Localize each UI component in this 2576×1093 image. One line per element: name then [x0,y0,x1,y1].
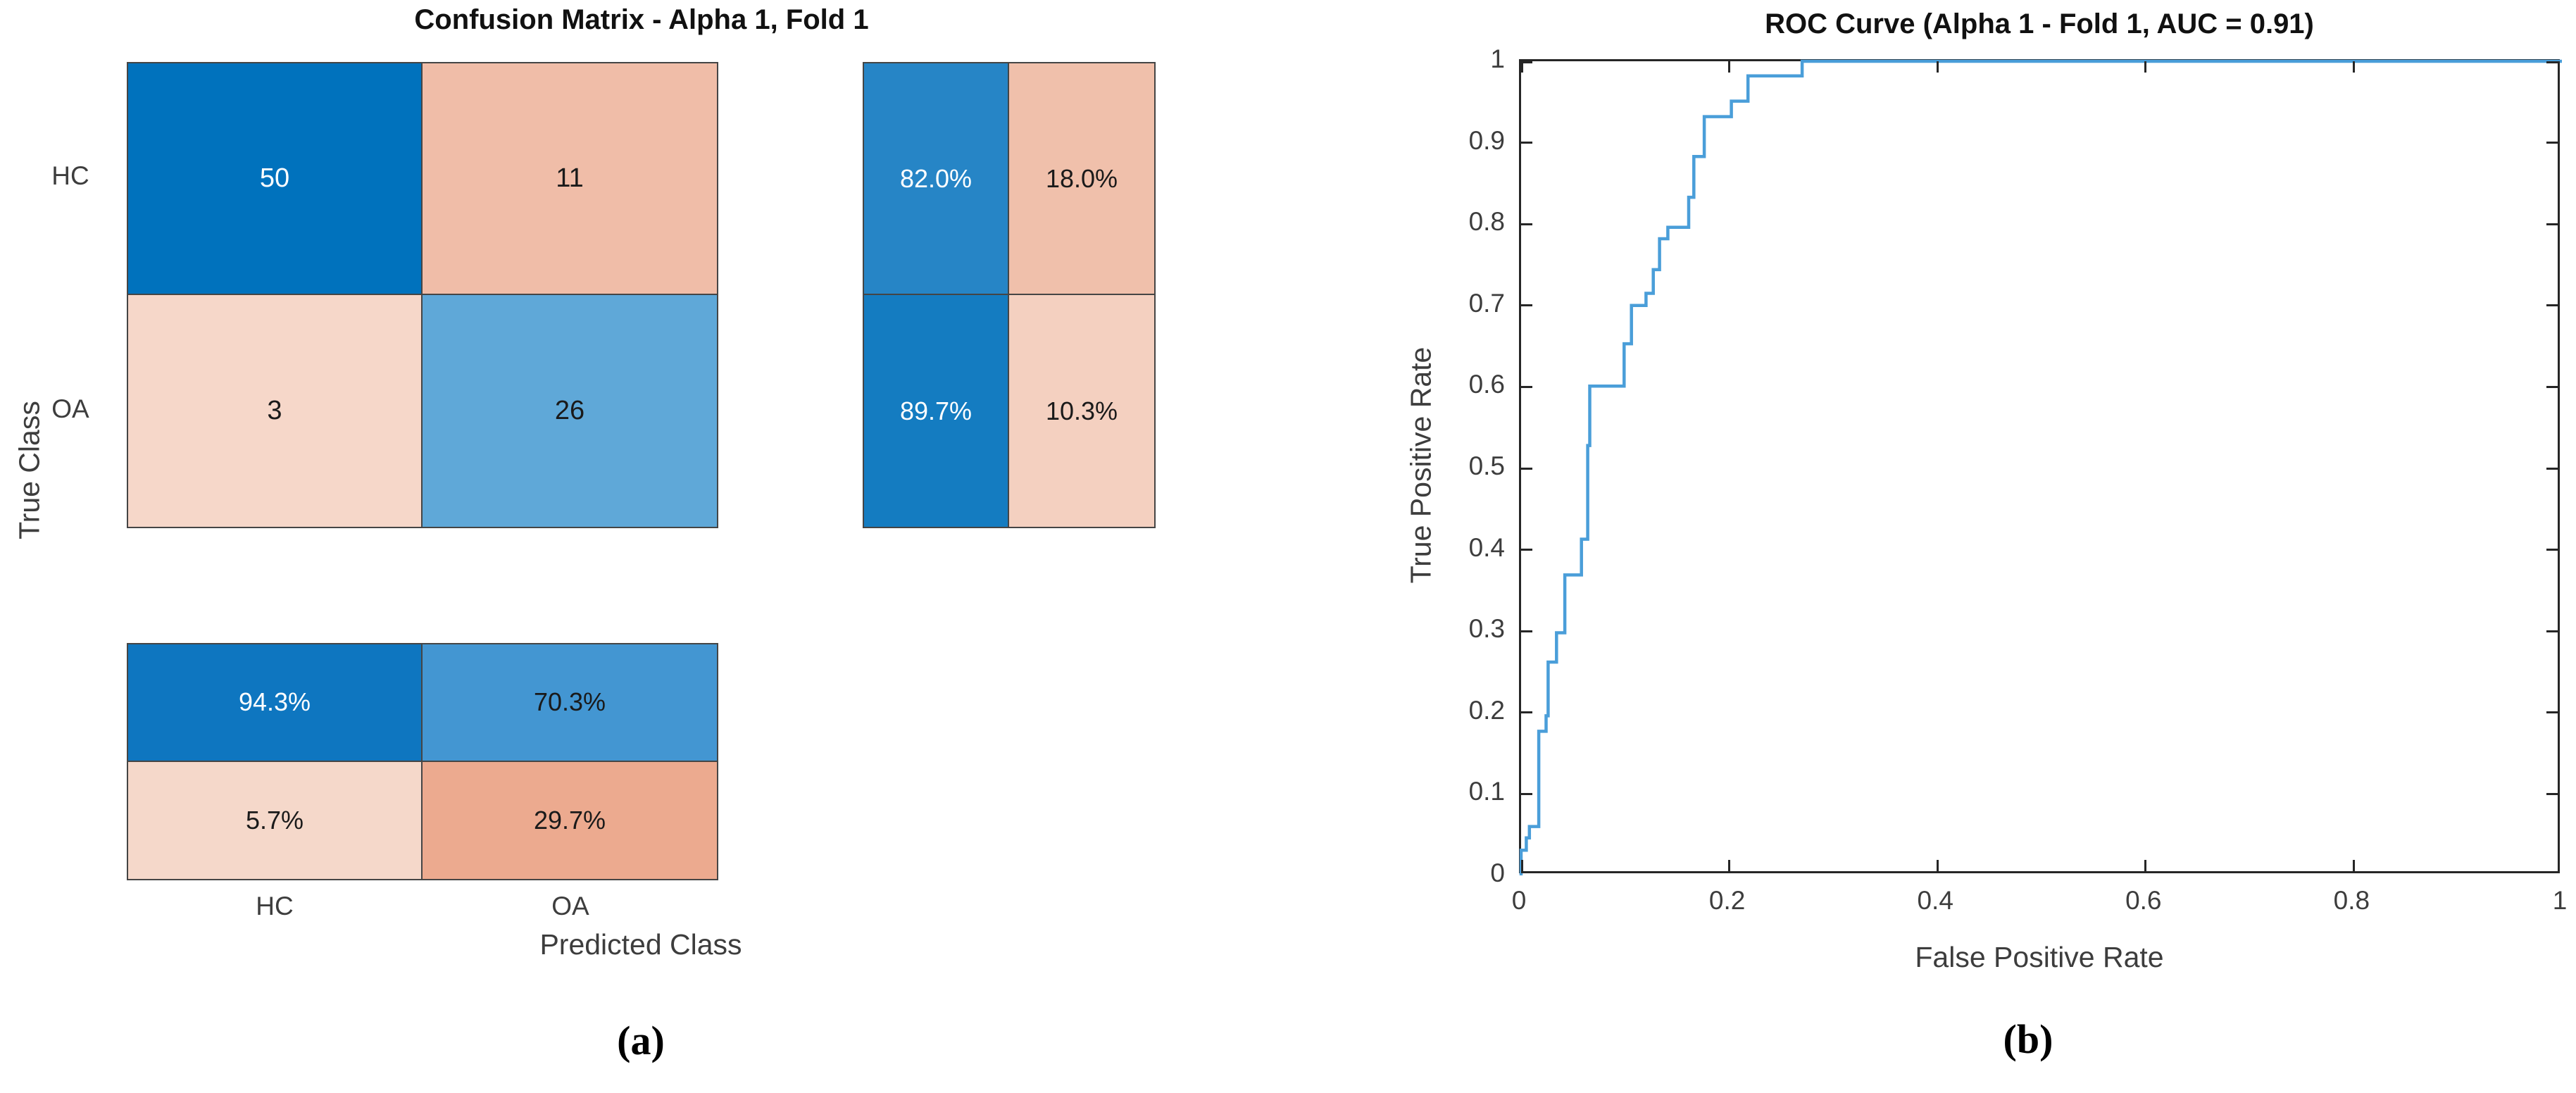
confusion-matrix-row-summary: 82.0% 18.0% 89.7% 10.3% [863,62,1156,528]
cm-cell-r0c0: 50 [128,63,423,295]
roc-y-tickmark [1521,871,1532,873]
roc-plot-area [1519,59,2562,875]
roc-y-tickmark [1521,142,1532,144]
roc-x-tickmark [1728,860,1731,871]
roc-x-tickmark-top [1728,61,1731,73]
roc-y-tick-label-1: 1 [1490,44,1505,73]
roc-y-tick-label-0: 0 [1490,858,1505,887]
roc-y-tickmark-right [2546,142,2558,144]
cm-cell-r0c1: 11 [423,63,717,295]
cm-cell-r1c1: 26 [423,295,717,527]
true-class-tick-oa: OA [51,394,89,423]
roc-y-tickmark-right [2546,792,2558,795]
roc-x-tickmark-top [1936,61,1939,73]
roc-x-tick-label-0.8: 0.8 [2333,886,2370,915]
predicted-class-axis-label: Predicted Class [539,928,742,961]
roc-y-tickmark-right [2546,711,2558,714]
roc-y-tickmark [1521,711,1532,714]
confusion-matrix-title: Confusion Matrix - Alpha 1, Fold 1 [414,4,869,35]
true-class-axis-label: True Class [13,401,46,539]
cm-colsum-r0c0: 94.3% [128,644,423,762]
caption-a: (a) [617,1018,665,1063]
roc-x-tickmark [2352,860,2355,871]
roc-y-tickmark [1521,549,1532,551]
cm-rowsum-r1c1: 10.3% [1009,295,1154,527]
roc-x-tickmark-top [1521,61,1523,73]
roc-y-tickmark [1521,61,1532,63]
cm-rowsum-r0c0: 82.0% [864,63,1009,295]
roc-y-tickmark-right [2546,871,2558,873]
roc-y-tickmark [1521,630,1532,632]
roc-x-tick-label-0.2: 0.2 [1708,886,1746,915]
tpr-axis-label: True Positive Rate [1404,346,1437,584]
roc-y-tickmark [1521,792,1532,795]
cm-rowsum-r0c1: 18.0% [1009,63,1154,295]
confusion-matrix-main: 50 11 3 26 [127,62,718,528]
cm-colsum-r0c1: 70.3% [423,644,717,762]
roc-title: ROC Curve (Alpha 1 - Fold 1, AUC = 0.91) [1765,8,2314,39]
roc-y-tickmark [1521,304,1532,307]
roc-y-tick-label-0.7: 0.7 [1468,288,1505,318]
predicted-class-tick-oa: OA [551,892,589,920]
predicted-class-tick-hc: HC [256,892,294,920]
cm-colsum-r1c0: 5.7% [128,761,423,879]
roc-x-tick-label-0.6: 0.6 [2125,886,2162,915]
roc-y-tickmark-right [2546,549,2558,551]
roc-y-tickmark [1521,385,1532,388]
roc-y-tick-label-0.4: 0.4 [1468,532,1505,562]
roc-y-tickmark-right [2546,630,2558,632]
roc-x-tickmark [1521,860,1523,871]
roc-y-tickmark-right [2546,61,2558,63]
cm-colsum-r1c1: 29.7% [423,761,717,879]
roc-x-tick-label-1: 1 [2552,886,2568,915]
roc-y-tick-label-0.2: 0.2 [1468,695,1505,725]
roc-x-tickmark-top [2352,61,2355,73]
true-class-tick-hc: HC [51,161,89,190]
roc-x-tickmark [2144,860,2147,871]
roc-y-tickmark [1521,223,1532,225]
roc-x-tick-label-0: 0 [1511,886,1527,915]
roc-y-tickmark-right [2546,385,2558,388]
roc-y-tickmark-right [2546,304,2558,307]
roc-y-tick-label-0.5: 0.5 [1468,451,1505,480]
roc-curve [1519,59,2562,875]
roc-y-tick-label-0.9: 0.9 [1468,125,1505,155]
roc-y-tick-label-0.1: 0.1 [1468,777,1505,806]
roc-y-tickmark-right [2546,467,2558,470]
roc-curve-line [1519,59,2562,875]
roc-x-tickmark [2558,860,2560,871]
roc-y-tick-label-0.8: 0.8 [1468,207,1505,237]
roc-y-tick-label-0.3: 0.3 [1468,614,1505,644]
fpr-axis-label: False Positive Rate [1915,941,2164,973]
roc-x-tickmark-top [2144,61,2147,73]
roc-y-tickmark [1521,467,1532,470]
roc-x-tickmark [1936,860,1939,871]
caption-b: (b) [2003,1016,2053,1062]
roc-y-tickmark-right [2546,223,2558,225]
cm-cell-r1c0: 3 [128,295,423,527]
roc-x-tick-label-0.4: 0.4 [1917,886,1953,915]
cm-rowsum-r1c0: 89.7% [864,295,1009,527]
roc-x-tickmark-top [2558,61,2560,73]
roc-y-tick-label-0.6: 0.6 [1468,370,1505,399]
confusion-matrix-column-summary: 94.3% 70.3% 5.7% 29.7% [127,643,718,880]
